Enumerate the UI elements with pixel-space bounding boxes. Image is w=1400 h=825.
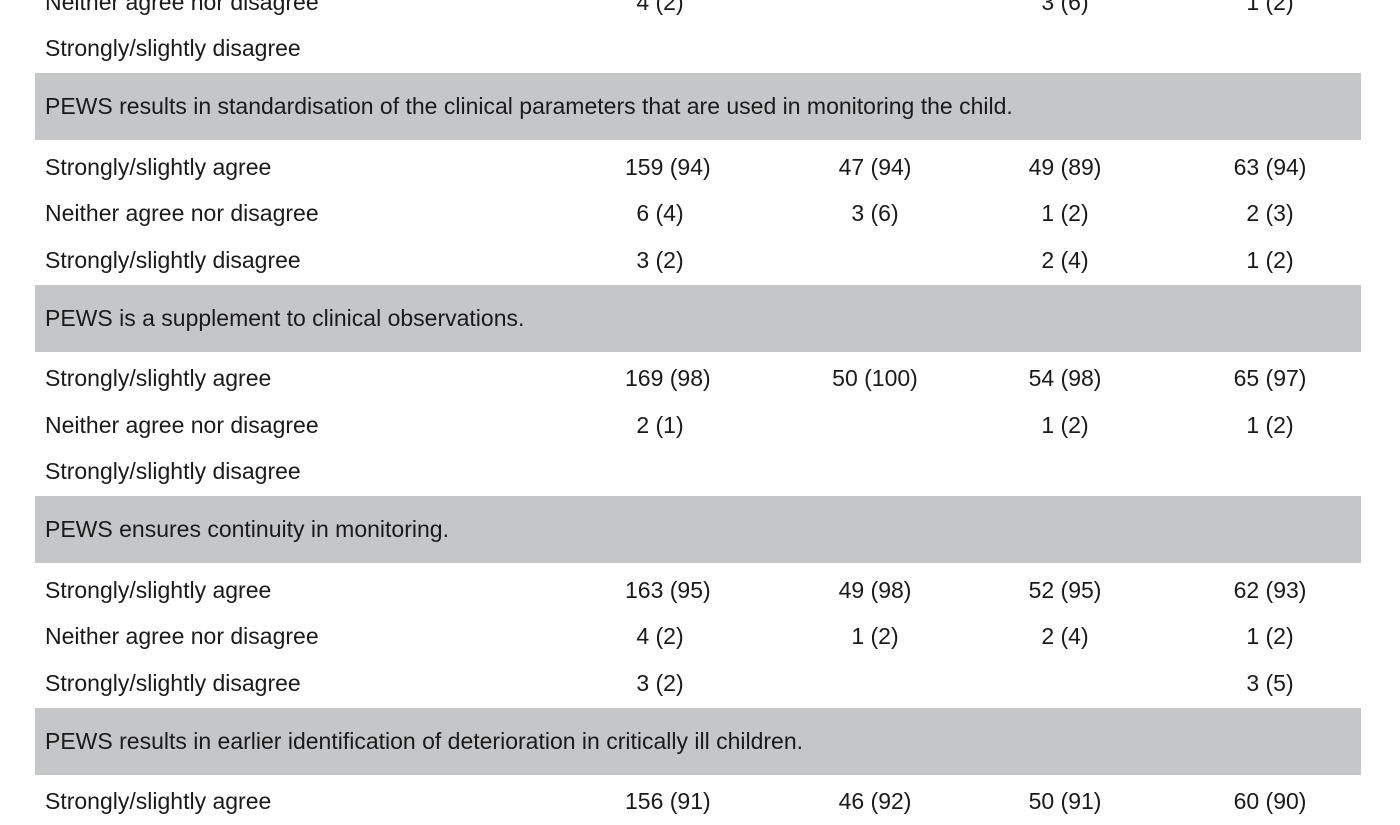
row-label: Strongly/slightly disagree <box>35 458 595 485</box>
row-label: Strongly/slightly agree <box>35 577 595 604</box>
table-row: Strongly/slightly disagree 3 (2) 3 (5) <box>35 660 1361 707</box>
cell-value: 65 (97) <box>1225 365 1315 392</box>
cell-value: 1 (2) <box>1225 0 1315 16</box>
row-label: Strongly/slightly disagree <box>35 670 595 697</box>
row-label: Strongly/slightly disagree <box>35 35 595 62</box>
table-row: Strongly/slightly disagree 3 (2) 2 (4) 1… <box>35 237 1361 284</box>
cell-value: 3 (5) <box>1225 670 1315 697</box>
cell-value: 163 (95) <box>625 577 695 604</box>
cell-value: 6 (4) <box>625 200 695 227</box>
cell-value: 63 (94) <box>1225 154 1315 181</box>
row-label: Neither agree nor disagree <box>35 0 595 16</box>
table-row: Neither agree nor disagree 4 (2) 1 (2) 2… <box>35 614 1361 661</box>
row-label: Strongly/slightly disagree <box>35 247 595 274</box>
cell-value: 3 (2) <box>625 670 695 697</box>
cell-value: 49 (98) <box>820 577 930 604</box>
section-header: PEWS results in earlier identification o… <box>35 708 1361 775</box>
cell-value: 1 (2) <box>1225 247 1315 274</box>
cell-value: 2 (4) <box>1025 623 1105 650</box>
section-header: PEWS is a supplement to clinical observa… <box>35 285 1361 352</box>
cell-value: 50 (91) <box>1025 788 1105 815</box>
section-header: PEWS ensures continuity in monitoring. <box>35 496 1361 563</box>
row-label: Neither agree nor disagree <box>35 200 595 227</box>
table-row: Strongly/slightly agree 156 (91) 46 (92)… <box>35 779 1361 825</box>
cell-value: 2 (1) <box>625 412 695 439</box>
row-label: Strongly/slightly agree <box>35 365 595 392</box>
cell-value: 4 (2) <box>625 623 695 650</box>
cell-value: 2 (4) <box>1025 247 1105 274</box>
cell-value: 156 (91) <box>625 788 695 815</box>
cell-value: 1 (2) <box>820 623 930 650</box>
cell-value: 1 (2) <box>1025 200 1105 227</box>
section-header: PEWS results in standardisation of the c… <box>35 73 1361 140</box>
row-label: Strongly/slightly agree <box>35 154 595 181</box>
cell-value: 3 (2) <box>625 247 695 274</box>
cell-value: 3 (6) <box>820 200 930 227</box>
table-row: Neither agree nor disagree 4 (2) 3 (6) 1… <box>35 0 1361 26</box>
cell-value: 62 (93) <box>1225 577 1315 604</box>
cell-value: 1 (2) <box>1225 623 1315 650</box>
table-row: Strongly/slightly agree 159 (94) 47 (94)… <box>35 144 1361 191</box>
cell-value: 4 (2) <box>625 0 695 16</box>
table-row: Strongly/slightly disagree <box>35 449 1361 496</box>
row-label: Neither agree nor disagree <box>35 412 595 439</box>
cell-value: 1 (2) <box>1225 412 1315 439</box>
cell-value: 169 (98) <box>625 365 695 392</box>
cell-value: 49 (89) <box>1025 154 1105 181</box>
table-row: Neither agree nor disagree 6 (4) 3 (6) 1… <box>35 191 1361 238</box>
survey-table: Neither agree nor disagree 4 (2) 3 (6) 1… <box>35 0 1361 825</box>
cell-value: 46 (92) <box>820 788 930 815</box>
cell-value: 3 (6) <box>1025 0 1105 16</box>
table-row: Strongly/slightly agree 163 (95) 49 (98)… <box>35 567 1361 614</box>
cell-value: 159 (94) <box>625 154 695 181</box>
top-rows: Neither agree nor disagree 4 (2) 3 (6) 1… <box>35 0 1361 72</box>
cell-value: 47 (94) <box>820 154 930 181</box>
row-label: Neither agree nor disagree <box>35 623 595 650</box>
cell-value: 1 (2) <box>1025 412 1105 439</box>
table-row: Strongly/slightly agree 169 (98) 50 (100… <box>35 356 1361 403</box>
cell-value: 2 (3) <box>1225 200 1315 227</box>
cell-value: 60 (90) <box>1225 788 1315 815</box>
table-row: Neither agree nor disagree 2 (1) 1 (2) 1… <box>35 402 1361 449</box>
cell-value: 52 (95) <box>1025 577 1105 604</box>
cell-value: 54 (98) <box>1025 365 1105 392</box>
cell-value: 50 (100) <box>820 365 930 392</box>
table-row: Strongly/slightly disagree <box>35 26 1361 73</box>
row-label: Strongly/slightly agree <box>35 788 595 815</box>
